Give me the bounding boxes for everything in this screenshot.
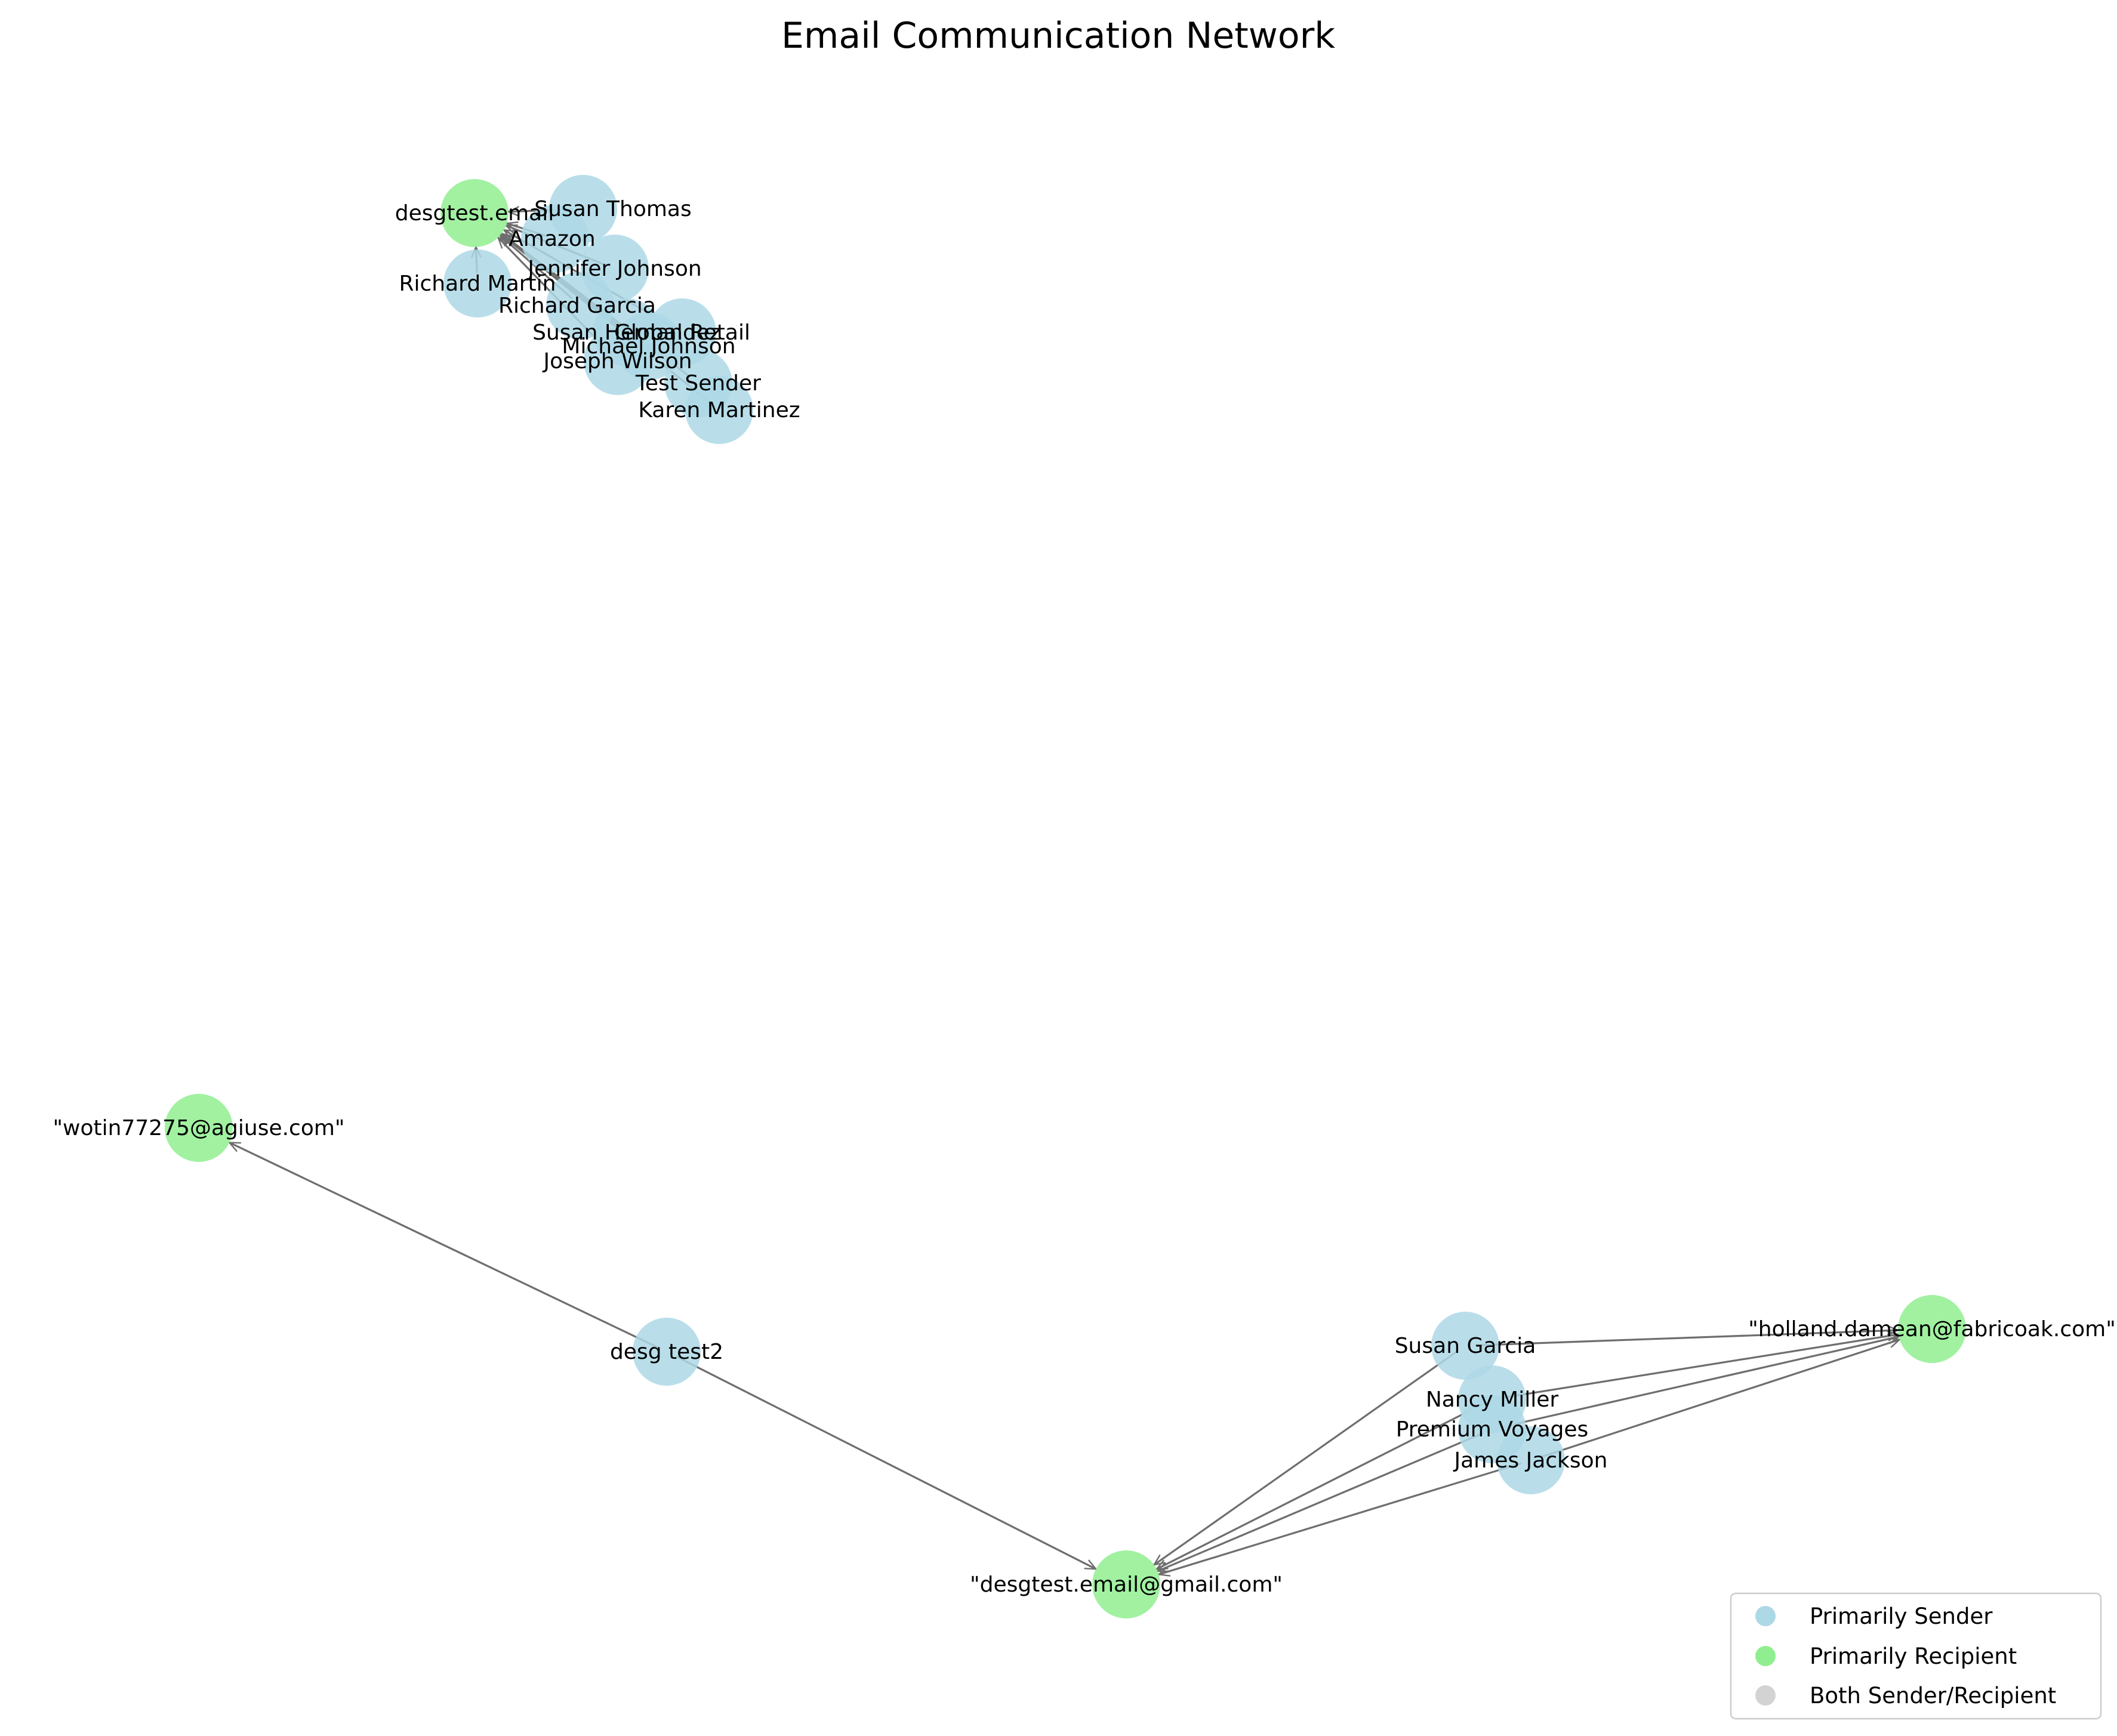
node-wotin[interactable] (165, 1094, 233, 1162)
chart-title: Email Communication Network (781, 15, 1335, 57)
legend-marker-sender (1755, 1606, 1776, 1626)
node-richard-martin[interactable] (443, 249, 511, 317)
node-amazon[interactable] (521, 205, 589, 273)
edge-james_jackson-to-holland (1540, 1340, 1900, 1459)
node-label-wotin: "wotin77275@agiuse.com" (53, 1116, 344, 1140)
legend: Primarily Sender Primarily Recipient Bot… (1730, 1592, 2102, 1720)
node-label-global-retail: Global Retail (614, 320, 750, 345)
edge-nancy_miller-to-desgtest_gmail (1157, 1403, 1484, 1570)
node-label-susan-thomas: Susan Thomas (534, 197, 691, 221)
node-label-richard-martin: Richard Martin (399, 272, 556, 296)
node-karen-martinez[interactable] (685, 376, 753, 444)
edge-susan_garcia-to-holland (1475, 1330, 1898, 1346)
node-label-nancy-miller: Nancy Miller (1426, 1387, 1559, 1412)
legend-label-sender: Primarily Sender (1810, 1604, 1993, 1629)
node-label-jennifer-johnson: Jennifer Johnson (526, 257, 701, 281)
node-label-joseph-wilson: Joseph Wilson (542, 349, 692, 374)
legend-marker-recipient (1755, 1646, 1776, 1666)
edge-james_jackson-to-desgtest_gmail (1159, 1462, 1522, 1574)
legend-frame (1730, 1592, 2102, 1720)
node-label-amazon: Amazon (509, 227, 596, 251)
node-label-susan-hernandez: Susan Hernandez (532, 320, 721, 345)
node-label-susan-garcia: Susan Garcia (1395, 1334, 1536, 1358)
legend-label-both: Both Sender/Recipient (1810, 1683, 2056, 1709)
node-susan-garcia[interactable] (1431, 1312, 1499, 1380)
node-label-holland: "holland.damean@fabricoak.com" (1748, 1317, 2116, 1342)
edge-premium_voyages-to-holland (1502, 1337, 1899, 1428)
node-label-james-jackson: James Jackson (1453, 1448, 1607, 1473)
node-desgtest-gmail[interactable] (1092, 1550, 1160, 1618)
node-label-premium-voyages: Premium Voyages (1396, 1417, 1589, 1442)
edge-premium_voyages-to-desgtest_gmail (1158, 1432, 1483, 1571)
node-label-desg-test2: desg test2 (610, 1340, 723, 1364)
node-joseph-wilson[interactable] (584, 327, 652, 395)
node-label-michael-johnson: Michael Johnson (562, 334, 735, 359)
legend-label-recipient: Primarily Recipient (1810, 1644, 2017, 1669)
edges-layer (229, 209, 1899, 1575)
edge-susan_garcia-to-desgtest_gmail (1154, 1350, 1457, 1565)
node-label-test-sender: Test Sender (635, 371, 761, 396)
edge-nancy_miller-to-holland (1502, 1334, 1899, 1399)
node-label-karen-martinez: Karen Martinez (638, 398, 800, 423)
node-label-richard-garcia: Richard Garcia (498, 294, 656, 318)
node-desg-test2[interactable] (633, 1318, 701, 1386)
node-desgtest-email[interactable] (440, 179, 509, 247)
legend-marker-both (1755, 1685, 1776, 1706)
node-holland[interactable] (1898, 1295, 1966, 1363)
node-james-jackson[interactable] (1497, 1426, 1565, 1494)
node-label-desgtest-email: desgtest.email (395, 201, 554, 226)
nodes-layer (165, 175, 1966, 1618)
edge-desg_test2-to-wotin (229, 1142, 658, 1349)
edge-desg_test2-to-desgtest_gmail (675, 1355, 1096, 1570)
node-label-desgtest-gmail: "desgtest.email@gmail.com" (970, 1572, 1283, 1597)
